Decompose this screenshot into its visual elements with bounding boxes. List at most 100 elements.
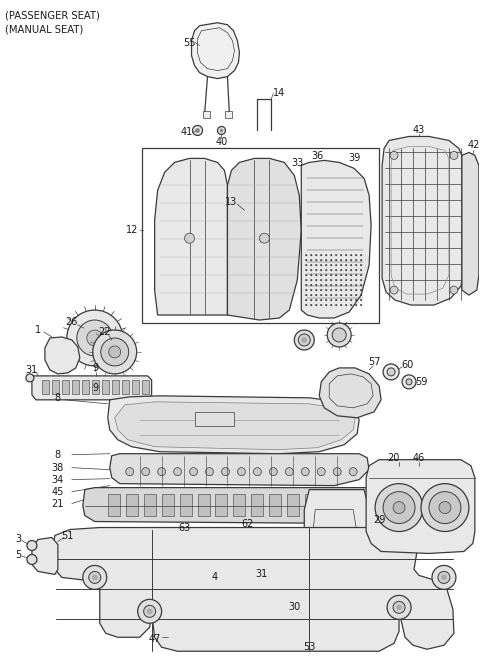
Bar: [126, 493, 138, 516]
Circle shape: [432, 565, 456, 589]
Circle shape: [350, 279, 352, 281]
Text: 63: 63: [179, 523, 191, 533]
Text: (PASSENGER SEAT)
(MANUAL SEAT): (PASSENGER SEAT) (MANUAL SEAT): [5, 10, 100, 35]
Text: 4: 4: [211, 573, 217, 583]
Circle shape: [321, 274, 322, 276]
Circle shape: [336, 259, 337, 261]
Circle shape: [26, 374, 34, 382]
Polygon shape: [366, 460, 475, 554]
Circle shape: [406, 379, 412, 385]
Circle shape: [346, 270, 347, 271]
Circle shape: [360, 295, 362, 296]
Circle shape: [315, 264, 317, 266]
Circle shape: [305, 299, 307, 301]
Circle shape: [305, 270, 307, 271]
Circle shape: [346, 295, 347, 296]
Bar: [269, 493, 281, 516]
Circle shape: [321, 284, 322, 286]
Circle shape: [305, 295, 307, 296]
Bar: [323, 493, 335, 516]
Circle shape: [311, 274, 312, 276]
Circle shape: [321, 289, 322, 291]
Text: 31: 31: [26, 365, 38, 375]
Text: 46: 46: [413, 453, 425, 462]
Circle shape: [27, 554, 37, 564]
Circle shape: [355, 279, 357, 281]
Bar: [92, 380, 99, 394]
Circle shape: [383, 491, 415, 523]
Circle shape: [340, 299, 342, 301]
Circle shape: [147, 609, 152, 614]
Text: 20: 20: [387, 453, 399, 462]
Circle shape: [330, 270, 332, 271]
Circle shape: [355, 295, 357, 296]
Circle shape: [350, 295, 352, 296]
Circle shape: [93, 330, 137, 374]
Polygon shape: [228, 158, 301, 320]
Circle shape: [311, 289, 312, 291]
Circle shape: [360, 270, 362, 271]
Circle shape: [325, 295, 327, 296]
Bar: [42, 380, 49, 394]
Circle shape: [220, 129, 223, 132]
Text: 57: 57: [368, 357, 380, 367]
Polygon shape: [263, 567, 307, 604]
Circle shape: [360, 304, 362, 306]
Circle shape: [315, 284, 317, 286]
Circle shape: [330, 259, 332, 261]
Polygon shape: [52, 527, 454, 651]
Text: 33: 33: [291, 158, 303, 169]
Circle shape: [336, 264, 337, 266]
Circle shape: [311, 270, 312, 271]
Circle shape: [221, 468, 229, 476]
Circle shape: [360, 264, 362, 266]
Text: 3: 3: [15, 535, 21, 544]
Circle shape: [340, 274, 342, 276]
Circle shape: [383, 364, 399, 380]
Circle shape: [332, 328, 346, 342]
Circle shape: [190, 468, 198, 476]
Circle shape: [350, 304, 352, 306]
Circle shape: [450, 152, 458, 159]
Circle shape: [336, 279, 337, 281]
Bar: [62, 380, 69, 394]
Circle shape: [157, 468, 166, 476]
Text: 9: 9: [93, 383, 99, 393]
Bar: [233, 493, 245, 516]
Circle shape: [305, 255, 307, 256]
Bar: [194, 412, 234, 426]
Text: 8: 8: [55, 393, 61, 403]
Circle shape: [321, 299, 322, 301]
Polygon shape: [207, 535, 245, 573]
Circle shape: [355, 255, 357, 256]
Circle shape: [438, 571, 450, 583]
Circle shape: [346, 264, 347, 266]
Circle shape: [360, 299, 362, 301]
Circle shape: [340, 284, 342, 286]
Circle shape: [311, 304, 312, 306]
Circle shape: [350, 255, 352, 256]
Circle shape: [109, 346, 120, 358]
Circle shape: [421, 483, 469, 531]
Circle shape: [311, 299, 312, 301]
Circle shape: [330, 255, 332, 256]
Text: 47: 47: [148, 634, 161, 644]
Polygon shape: [83, 487, 384, 523]
Circle shape: [67, 310, 123, 366]
Text: 40: 40: [216, 138, 228, 148]
Circle shape: [315, 279, 317, 281]
Text: 21: 21: [52, 499, 64, 508]
Text: 41: 41: [180, 127, 192, 138]
Circle shape: [188, 543, 192, 548]
Circle shape: [325, 284, 327, 286]
Circle shape: [355, 284, 357, 286]
Circle shape: [336, 255, 337, 256]
Circle shape: [396, 605, 402, 610]
Text: 13: 13: [225, 197, 238, 207]
Polygon shape: [108, 396, 359, 454]
Circle shape: [355, 274, 357, 276]
Circle shape: [346, 304, 347, 306]
Circle shape: [402, 375, 416, 389]
Circle shape: [205, 468, 214, 476]
Circle shape: [311, 284, 312, 286]
